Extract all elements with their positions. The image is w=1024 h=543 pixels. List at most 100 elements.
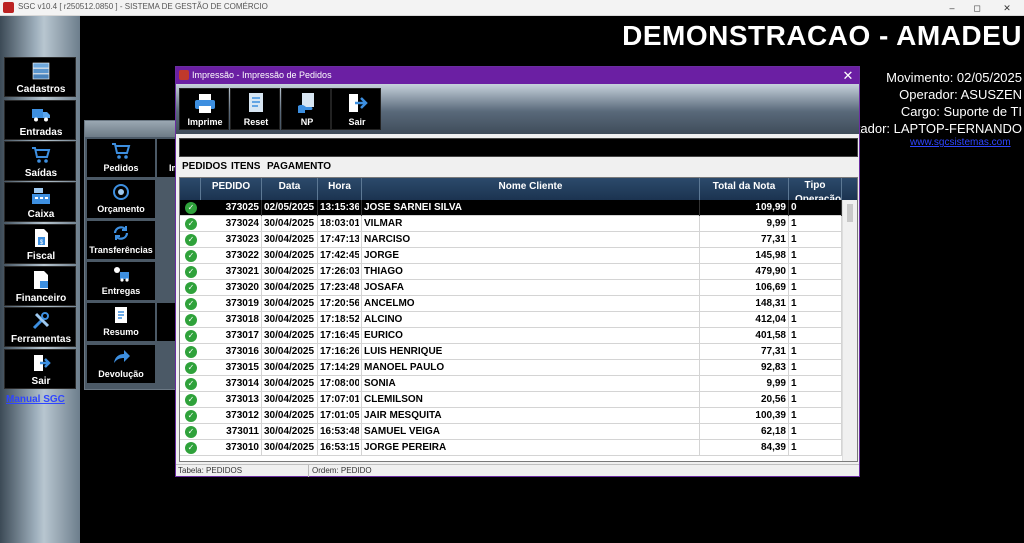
sidebar-item-sair[interactable]: Sair <box>4 349 76 389</box>
table-row[interactable]: ✓ 373025 02/05/2025 13:15:36 JOSE SARNEI SIL… <box>180 200 842 216</box>
tab-itens[interactable]: ITENS <box>231 161 261 172</box>
submenu-label: Entregas <box>101 286 141 296</box>
table-row[interactable]: ✓ 373024 30/04/2025 18:03:01 VILMAR 9,99 1 <box>180 216 842 232</box>
sidebar-item-entradas[interactable]: Entradas <box>4 100 76 140</box>
table-row[interactable]: ✓ 373022 30/04/2025 17:42:45 JORGE 145,98 1 <box>180 248 842 264</box>
cell-total: 145,98 <box>755 250 786 261</box>
manual-sgc-link[interactable]: Manual SGC <box>6 394 65 405</box>
table-row[interactable]: ✓ 373014 30/04/2025 17:08:00 SONIA 9,99 1 <box>180 376 842 392</box>
cell-tipo: 1 <box>791 378 797 389</box>
sidebar-item-ferramentas[interactable]: Ferramentas <box>4 307 76 347</box>
table-row[interactable]: ✓ 373021 30/04/2025 17:26:03 THIAGO 479,90 1 <box>180 264 842 280</box>
table-row[interactable]: ✓ 373023 30/04/2025 17:47:13 NARCISO 77,31 1 <box>180 232 842 248</box>
cell-divider <box>789 264 842 280</box>
cell-tipo: 1 <box>791 426 797 437</box>
column-header-total[interactable]: Total da Nota <box>700 178 789 200</box>
sidebar-item-saidas[interactable]: Saídas <box>4 141 76 181</box>
table-row[interactable]: ✓ 373010 30/04/2025 16:53:15 JORGE PEREIRA 84… <box>180 440 842 456</box>
cell-divider <box>789 344 842 360</box>
table-row[interactable]: ✓ 373017 30/04/2025 17:16:45 EURICO 401,58 1 <box>180 328 842 344</box>
table-row[interactable]: ✓ 373018 30/04/2025 17:18:52 ALCINO 412,04 1 <box>180 312 842 328</box>
cell-data: 30/04/2025 <box>264 218 315 229</box>
cell-divider <box>201 392 262 408</box>
cell-divider <box>262 216 318 232</box>
toolbar-label: Reset <box>243 117 269 127</box>
sidebar-label: Financeiro <box>15 293 67 304</box>
cell-hora: 17:18:52 <box>320 314 359 325</box>
check-circle-icon: ✓ <box>185 266 197 278</box>
imprime-button[interactable]: Imprime <box>179 88 229 130</box>
cell-data: 30/04/2025 <box>264 426 315 437</box>
tab-pagamento[interactable]: PAGAMENTO <box>267 161 332 172</box>
tab-pedidos[interactable]: PEDIDOS <box>182 161 228 172</box>
cell-pedido: 373024 <box>225 218 259 229</box>
check-circle-icon: ✓ <box>185 362 197 374</box>
table-row[interactable]: ✓ 373012 30/04/2025 17:01:05 JAIR MESQUITA 10… <box>180 408 842 424</box>
cell-tipo: 1 <box>791 218 797 229</box>
cell-divider <box>789 408 842 424</box>
sair-button[interactable]: Sair <box>331 88 381 130</box>
cell-nome: MANOEL PAULO <box>364 362 445 373</box>
table-row[interactable]: ✓ 373020 30/04/2025 17:23:48 JOSAFA 106,69 1 <box>180 280 842 296</box>
status-order: Ordem: PEDIDO <box>312 466 372 475</box>
cell-divider <box>789 296 842 312</box>
column-header-hora[interactable]: Hora <box>318 178 362 200</box>
submenu-item-transferencias[interactable]: Transferências <box>87 221 155 259</box>
cell-divider <box>262 328 318 344</box>
cell-divider <box>201 424 262 440</box>
column-header-data[interactable]: Data <box>262 178 318 200</box>
table-row[interactable]: ✓ 373016 30/04/2025 17:16:26 LUIS HENRIQUE 77… <box>180 344 842 360</box>
cell-tipo: 1 <box>791 314 797 325</box>
toolbar-label: Sair <box>348 117 366 127</box>
cell-divider <box>789 232 842 248</box>
delivery-icon <box>114 267 129 282</box>
sidebar-item-cadastros[interactable]: Cadastros <box>4 57 76 97</box>
cell-divider <box>362 360 700 376</box>
check-circle-icon: ✓ <box>185 394 197 406</box>
table-row[interactable]: ✓ 373013 30/04/2025 17:07:01 CLEMILSON 20,56 1 <box>180 392 842 408</box>
scrollbar-thumb[interactable] <box>847 204 853 222</box>
submenu-item-entregas[interactable]: Entregas <box>87 262 155 300</box>
hand-document-icon <box>298 93 314 113</box>
grid-vertical-scrollbar[interactable] <box>842 200 857 461</box>
cell-pedido: 373014 <box>225 378 259 389</box>
cell-tipo: 1 <box>791 298 797 309</box>
sidebar-label: Cadastros <box>16 84 66 95</box>
close-window-button[interactable]: ✕ <box>1003 3 1011 13</box>
cell-divider <box>362 424 700 440</box>
maximize-button[interactable]: ◻ <box>973 3 981 13</box>
table-row[interactable]: ✓ 373015 30/04/2025 17:14:29 MANOEL PAULO 92,… <box>180 360 842 376</box>
cell-pedido: 373012 <box>225 410 259 421</box>
dialog-close-button[interactable]: ✕ <box>842 68 854 83</box>
table-row[interactable]: ✓ 373011 30/04/2025 16:53:48 SAMUEL VEIGA 62,… <box>180 424 842 440</box>
cell-tipo: 1 <box>791 234 797 245</box>
sidebar-item-caixa[interactable]: Caixa <box>4 182 76 222</box>
cell-divider <box>262 296 318 312</box>
cell-total: 401,58 <box>755 330 786 341</box>
submenu-label: Transferências <box>89 245 153 255</box>
cell-divider <box>262 280 318 296</box>
np-button[interactable]: NP <box>281 88 331 130</box>
sidebar-item-financeiro[interactable]: Financeiro <box>4 266 76 306</box>
minimize-button[interactable]: – <box>949 3 955 13</box>
submenu-item-pedidos[interactable]: Pedidos <box>87 139 155 177</box>
print-orders-dialog: Impressão - Impressão de Pedidos ✕ Impri… <box>175 66 860 477</box>
cell-hora: 17:01:05 <box>320 410 359 421</box>
sidebar-label: Caixa <box>27 209 55 220</box>
column-header-tipo-operacao[interactable]: Tipo Operação <box>789 178 842 205</box>
cell-divider <box>789 440 842 456</box>
submenu-item-resumo[interactable]: Resumo <box>87 303 155 341</box>
sidebar-label: Sair <box>31 376 51 387</box>
return-arrow-icon <box>114 350 130 363</box>
cell-pedido: 373013 <box>225 394 259 405</box>
column-header-pedido[interactable]: PEDIDO <box>201 178 262 200</box>
table-row[interactable]: ✓ 373019 30/04/2025 17:20:56 ANCELMO 148,31 1 <box>180 296 842 312</box>
submenu-item-devolucao[interactable]: Devolução <box>87 345 155 383</box>
submenu-item-orcamento[interactable]: Orçamento <box>87 180 155 218</box>
refresh-icon <box>113 226 129 240</box>
website-link[interactable]: www.sgcsistemas.com <box>910 137 1011 148</box>
column-header-nome-cliente[interactable]: Nome Cliente <box>362 178 700 200</box>
reset-button[interactable]: Reset <box>230 88 280 130</box>
sidebar-item-fiscal[interactable]: $ Fiscal <box>4 224 76 264</box>
cell-divider <box>700 424 789 440</box>
